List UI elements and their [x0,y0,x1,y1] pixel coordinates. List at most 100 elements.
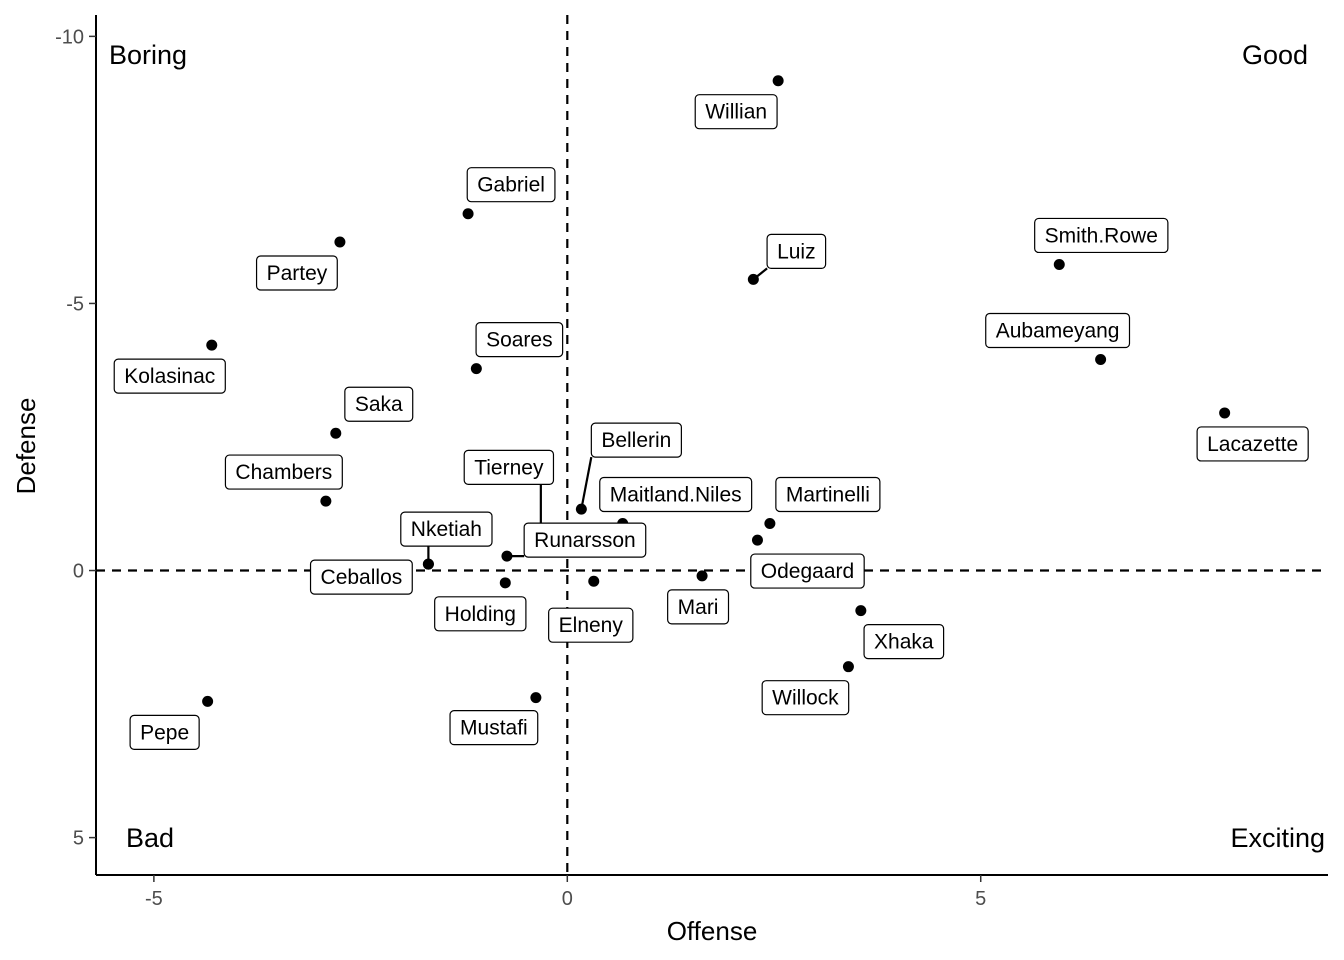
point-label-box [463,449,555,485]
point-label: Odegaard [750,553,865,589]
point-label-box [255,255,338,291]
point-label: Willock [761,680,850,716]
point-label-box [434,596,527,632]
point-label-text: Gabriel [477,174,545,197]
point-label-box [766,233,827,270]
point-label: Kolasinac [113,358,226,394]
point-label-box [523,522,647,558]
point-label: Luiz [766,233,827,270]
point-label-text: Willian [705,101,767,124]
point-label-box [344,386,414,422]
data-point [842,661,854,673]
data-point [588,575,600,587]
point-label-box [985,312,1131,349]
point-label-box [599,476,753,513]
point-label-text: Elneny [559,614,624,637]
point-label: Chambers [224,454,343,490]
quadrant-label-top-right: Good [1242,40,1308,70]
point-label: Martinelli [775,476,881,513]
data-point [470,363,482,375]
quadrant-labels: Boring Good Bad Exciting [109,40,1325,853]
point-label-box [863,623,945,660]
point-label-text: Mustafi [460,717,528,740]
point-label-box [400,511,493,547]
point-label: Ceballos [309,559,413,595]
data-point [751,534,763,546]
point-label-box [1196,426,1309,462]
point-label: Soares [475,322,564,358]
data-point [1219,407,1231,419]
data-point [462,208,474,220]
point-label-box [548,607,634,643]
y-axis-title: Defense [11,398,41,495]
point-label-text: Chambers [235,461,332,484]
data-point [747,273,759,285]
quadrant-label-bottom-right: Exciting [1230,823,1325,853]
data-point [202,695,214,707]
point-label-text: Lacazette [1207,433,1298,456]
point-label-box [129,714,200,750]
point-label-text: Pepe [140,721,189,744]
point-label-text: Tierney [474,456,544,479]
point-label-box [475,322,564,358]
point-label: Mustafi [449,710,539,746]
data-point [530,692,542,704]
point-label: Aubameyang [985,312,1131,349]
data-point [501,550,513,562]
data-point [330,427,342,439]
point-label: Runarsson [523,522,647,558]
point-label-box [750,553,865,589]
point-label: Maitland.Niles [599,476,753,513]
point-label-text: Smith.Rowe [1045,224,1158,247]
data-point [1095,354,1107,366]
point-label-text: Bellerin [601,429,671,452]
point-label-text: Martinelli [786,484,870,507]
point-label-text: Odegaard [761,560,854,583]
point-label-text: Partey [267,262,328,285]
point-label-box [694,94,778,130]
data-point [575,503,587,515]
y-tick-label: -10 [55,26,84,48]
reference-lines [96,15,1328,875]
data-point [772,75,784,87]
data-point [320,495,332,507]
point-label-box [466,167,556,203]
point-label-box [667,589,730,625]
point-label: Bellerin [590,422,682,458]
y-tick-label: 5 [73,828,84,850]
point-label-text: Ceballos [321,566,403,589]
point-label: Lacazette [1196,426,1309,462]
point-label: Elneny [548,607,634,643]
data-point [334,236,346,248]
point-leader-line [580,456,593,510]
point-label-box [590,422,682,458]
point-label-text: Xhaka [874,631,934,654]
point-label-text: Luiz [777,240,816,263]
point-label-text: Maitland.Niles [610,484,742,507]
point-label-box [113,358,226,394]
point-label-text: Soares [486,329,553,352]
quadrant-label-bottom-left: Bad [126,823,174,853]
point-label-text: Mari [678,596,719,619]
point-label-box [224,454,343,490]
point-label-box [761,680,850,716]
quadrant-label-top-left: Boring [109,40,187,70]
data-point [764,518,776,530]
data-point [206,339,218,351]
labels-layer: Willian Gabriel Partey Luiz Smith.Rowe Kolasi… [113,94,1309,750]
point-label: Xhaka [863,623,945,660]
point-label-text: Kolasinac [124,365,215,388]
point-label: Mari [667,589,730,625]
data-point [855,605,867,617]
point-label-text: Nketiah [411,518,482,541]
point-label: Nketiah [400,511,493,547]
data-point [1053,258,1065,270]
point-label-box [1034,217,1169,254]
x-axis-title: Offense [667,916,758,946]
x-tick-label: -5 [145,888,163,910]
data-point [696,570,708,582]
point-label-text: Aubameyang [996,320,1120,343]
point-label-box [309,559,413,595]
point-label: Saka [344,386,414,422]
